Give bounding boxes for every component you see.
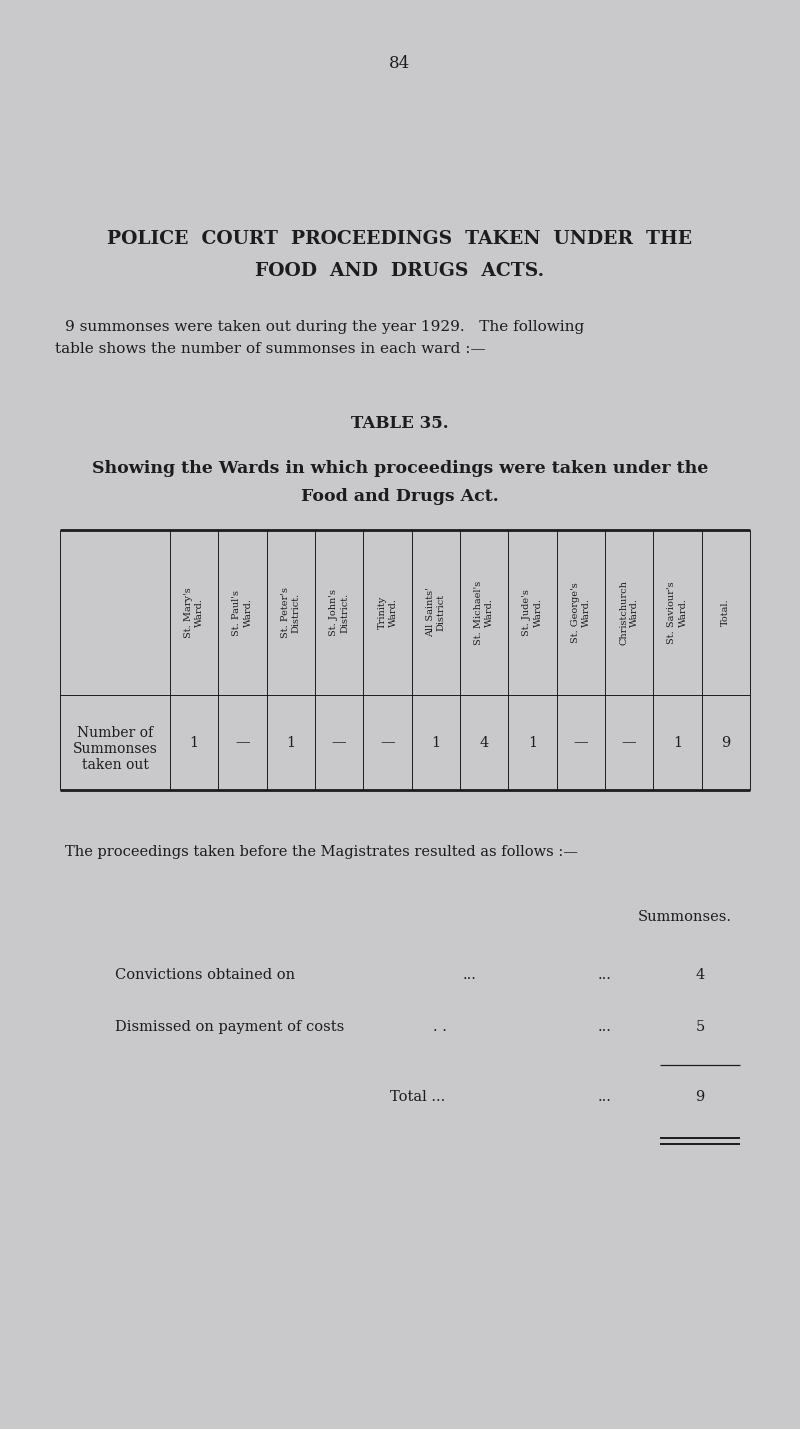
Text: St. John's
District.: St. John's District. — [329, 589, 350, 636]
Text: All Saints'
District: All Saints' District — [426, 587, 446, 637]
Text: . .: . . — [433, 1020, 447, 1035]
Text: FOOD  AND  DRUGS  ACTS.: FOOD AND DRUGS ACTS. — [255, 262, 545, 280]
Text: 4: 4 — [695, 967, 705, 982]
Text: Showing the Wards in which proceedings were taken under the: Showing the Wards in which proceedings w… — [92, 460, 708, 477]
Text: 84: 84 — [390, 54, 410, 71]
Text: Total ...: Total ... — [390, 1090, 446, 1105]
Text: Dismissed on payment of costs: Dismissed on payment of costs — [115, 1020, 344, 1035]
Text: POLICE  COURT  PROCEEDINGS  TAKEN  UNDER  THE: POLICE COURT PROCEEDINGS TAKEN UNDER THE — [107, 230, 693, 249]
Text: Number of: Number of — [77, 726, 153, 739]
Text: Food and Drugs Act.: Food and Drugs Act. — [301, 487, 499, 504]
Text: Summonses.: Summonses. — [638, 910, 732, 925]
Text: St. George's
Ward.: St. George's Ward. — [570, 582, 591, 643]
Text: —: — — [332, 736, 346, 749]
Text: —: — — [380, 736, 395, 749]
Text: 1: 1 — [431, 736, 440, 749]
Text: Total.: Total. — [722, 599, 730, 626]
Text: 1: 1 — [286, 736, 295, 749]
Text: St. Mary's
Ward.: St. Mary's Ward. — [184, 587, 204, 637]
Text: ...: ... — [598, 1090, 612, 1105]
Text: ...: ... — [463, 967, 477, 982]
Text: St. Paul's
Ward.: St. Paul's Ward. — [233, 590, 253, 636]
Text: 1: 1 — [528, 736, 537, 749]
Text: St. Peter's
District.: St. Peter's District. — [281, 587, 301, 637]
Text: Convictions obtained on: Convictions obtained on — [115, 967, 295, 982]
Text: —: — — [235, 736, 250, 749]
Text: Christchurch
Ward.: Christchurch Ward. — [619, 580, 639, 644]
Text: St. Jude's
Ward.: St. Jude's Ward. — [522, 589, 542, 636]
Text: table shows the number of summonses in each ward :—: table shows the number of summonses in e… — [55, 342, 486, 356]
Text: 5: 5 — [695, 1020, 705, 1035]
Text: ...: ... — [598, 967, 612, 982]
Text: TABLE 35.: TABLE 35. — [351, 414, 449, 432]
Text: 9: 9 — [695, 1090, 705, 1105]
Text: 1: 1 — [673, 736, 682, 749]
Text: Trinity
Ward.: Trinity Ward. — [378, 596, 398, 629]
Text: Summonses: Summonses — [73, 742, 158, 756]
Text: 9: 9 — [722, 736, 730, 749]
Text: St. Michael's
Ward.: St. Michael's Ward. — [474, 580, 494, 644]
Text: St. Saviour's
Ward.: St. Saviour's Ward. — [667, 582, 687, 644]
Text: taken out: taken out — [82, 757, 149, 772]
Text: 1: 1 — [190, 736, 198, 749]
Text: —: — — [574, 736, 588, 749]
Text: The proceedings taken before the Magistrates resulted as follows :—: The proceedings taken before the Magistr… — [65, 845, 578, 859]
Text: 9 summonses were taken out during the year 1929.   The following: 9 summonses were taken out during the ye… — [65, 320, 584, 334]
Text: 4: 4 — [479, 736, 489, 749]
Text: ...: ... — [598, 1020, 612, 1035]
Text: —: — — [622, 736, 637, 749]
